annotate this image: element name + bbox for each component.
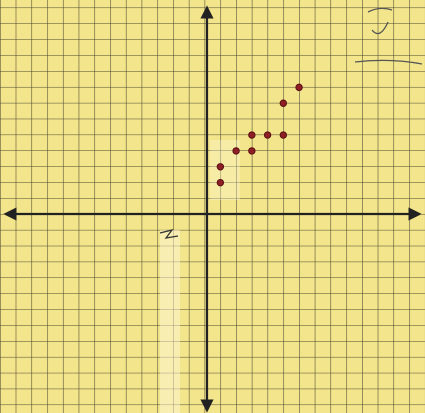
point — [233, 148, 239, 154]
graph-paper — [0, 0, 425, 413]
point — [249, 132, 255, 138]
point — [249, 148, 255, 154]
point — [217, 179, 223, 185]
point — [280, 100, 286, 106]
point — [264, 132, 270, 138]
point — [217, 164, 223, 170]
glare — [160, 230, 180, 413]
point — [280, 132, 286, 138]
point — [296, 84, 302, 90]
